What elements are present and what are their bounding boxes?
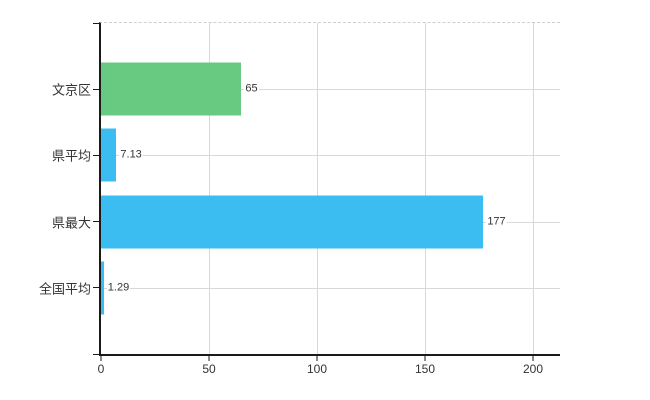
y-axis-tick: [93, 287, 99, 289]
category-label: 文京区: [51, 82, 91, 98]
value-label: 7.13: [119, 148, 143, 162]
x-axis-tick: [208, 356, 210, 361]
bar: [101, 128, 117, 182]
bar: [101, 261, 104, 315]
x-tick-label: 0: [97, 362, 105, 376]
x-tick-label: 150: [414, 362, 436, 376]
gridline-horizontal: [101, 155, 560, 157]
y-axis-tick: [93, 88, 99, 90]
plot-area: 65 7.13 177 1.29 0 50 100 150 200 文京区県平均県最大全国平均: [39, 22, 560, 376]
x-axis-tick: [424, 356, 426, 361]
x-tick-label: 200: [522, 362, 544, 376]
y-axis-tick: [93, 221, 99, 223]
category-label: 全国平均: [38, 281, 91, 297]
bar-layer: 65 7.13 177 1.29: [101, 23, 560, 354]
y-axis-boundary-tick: [93, 22, 99, 24]
x-tick-label: 50: [202, 362, 216, 376]
bar: [101, 62, 242, 116]
x-tick-label: 100: [306, 362, 328, 376]
gridline-vertical: [317, 23, 318, 354]
gridline-vertical: [425, 23, 426, 354]
gridline-vertical: [533, 23, 534, 354]
x-axis-tick: [316, 356, 318, 361]
axis-layer: 0 50 100 150 200 文京区県平均県最大全国平均: [39, 22, 560, 376]
x-axis-tick: [532, 356, 534, 361]
x-axis-tick: [100, 356, 102, 361]
category-label: 県平均: [51, 148, 91, 164]
value-label: 65: [244, 82, 259, 96]
category-label: 県最大: [51, 215, 91, 231]
bar: [101, 195, 484, 249]
value-label: 177: [486, 215, 507, 229]
gridline-horizontal: [101, 287, 560, 289]
gridline-horizontal: [101, 89, 560, 91]
value-label: 1.29: [106, 281, 131, 295]
y-axis-boundary-tick: [93, 353, 99, 355]
y-axis-tick: [93, 154, 99, 156]
gridline-vertical: [209, 23, 210, 354]
